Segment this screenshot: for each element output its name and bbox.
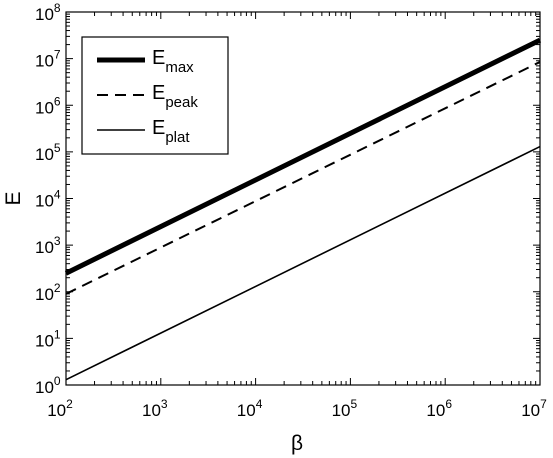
x-tick-label: 104 xyxy=(237,397,263,420)
y-tick-label: 108 xyxy=(35,1,61,24)
y-tick-label: 107 xyxy=(35,48,61,71)
legend: Emax Epeak Eplat xyxy=(81,36,229,155)
legend-entry-max: Emax xyxy=(152,47,194,76)
y-tick-label: 102 xyxy=(35,281,61,304)
y-tick-label: 106 xyxy=(35,94,61,117)
tick-layer: 102 103 104 105 106 107 100 101 102 103 104 105 106 1… xyxy=(35,1,547,420)
y-tick-label: 101 xyxy=(35,327,61,350)
x-axis-label: β xyxy=(291,432,303,455)
series-line-plat xyxy=(65,145,541,381)
legend-entry-peak: Epeak xyxy=(152,82,198,111)
series-line-peak xyxy=(65,61,541,295)
series-line-max xyxy=(64,37,542,276)
x-tick-label: 107 xyxy=(521,397,547,420)
x-tick-label: 105 xyxy=(332,397,358,420)
series-layer xyxy=(64,37,542,381)
x-tick-label: 102 xyxy=(47,397,73,420)
legend-entry-plat: Eplat xyxy=(152,117,190,146)
x-tick-label: 106 xyxy=(426,397,452,420)
y-tick-label: 100 xyxy=(35,374,61,397)
x-tick-label: 103 xyxy=(142,397,168,420)
y-tick-label: 105 xyxy=(35,141,61,164)
y-axis-label: E xyxy=(2,191,25,205)
y-tick-label: 104 xyxy=(35,188,61,211)
y-tick-label: 103 xyxy=(35,234,61,257)
